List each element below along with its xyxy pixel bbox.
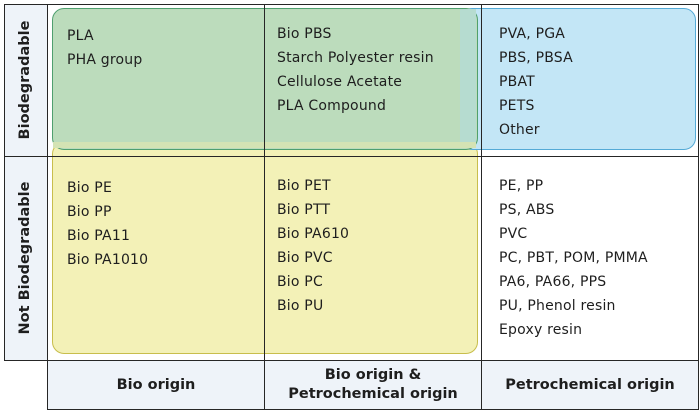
column-header-bio-origin: Bio origin	[48, 361, 264, 409]
material-item: Other	[499, 122, 540, 138]
column-header-petrochemical-origin: Petrochemical origin	[482, 361, 698, 409]
grid-line-row-header	[47, 4, 48, 410]
material-item: PVA, PGA	[499, 26, 566, 42]
material-item: Epoxy resin	[499, 322, 583, 338]
petrochemical-biodegradable-region	[460, 8, 696, 150]
material-item: Bio PE	[67, 180, 112, 196]
grid-line-left	[4, 4, 5, 361]
cell-petro-biodegradable: PVA, PGA PBS, PBSA PBAT PETS Other	[499, 22, 573, 142]
material-item: Cellulose Acetate	[277, 74, 403, 90]
row-header-bg-biodegradable	[4, 4, 48, 156]
material-item: PBS, PBSA	[499, 50, 573, 66]
bio-origin-region	[52, 142, 478, 354]
cell-mixed-not-biodegradable: Bio PET Bio PTT Bio PA610 Bio PVC Bio PC…	[277, 174, 349, 318]
material-item: Bio PTT	[277, 202, 331, 218]
material-item: Starch Polyester resin	[277, 50, 434, 66]
row-label-biodegradable: Biodegradable	[17, 20, 33, 140]
grid-line-top	[4, 4, 698, 5]
grid-line-col-1	[264, 4, 265, 410]
material-item: Bio PC	[277, 274, 323, 290]
material-item: Bio PBS	[277, 26, 332, 42]
material-item: Bio PVC	[277, 250, 333, 266]
material-item: PU, Phenol resin	[499, 298, 616, 314]
material-item: Bio PU	[277, 298, 324, 314]
material-item: Bio PP	[67, 204, 112, 220]
row-header-bg-not-biodegradable	[4, 156, 48, 360]
cell-petro-not-biodegradable: PE, PP PS, ABS PVC PC, PBT, POM, PMMA PA…	[499, 174, 648, 342]
green-blue-overlap	[460, 9, 476, 147]
material-item: PA6, PA66, PPS	[499, 274, 607, 290]
cell-bio-not-biodegradable: Bio PE Bio PP Bio PA11 Bio PA1010	[67, 176, 148, 272]
material-item: PLA	[67, 28, 94, 44]
material-item: PC, PBT, POM, PMMA	[499, 250, 648, 266]
grid-line-table-bottom	[4, 360, 698, 361]
material-item: PS, ABS	[499, 202, 555, 218]
grid-line-right	[698, 4, 699, 410]
grid-line-header-bottom	[47, 409, 698, 410]
cell-bio-biodegradable: PLA PHA group	[67, 24, 142, 72]
material-item: PHA group	[67, 52, 143, 68]
material-item: Bio PA11	[67, 228, 131, 244]
grid-line-middle	[4, 156, 698, 157]
row-label-not-biodegradable: Not Biodegradable	[17, 181, 33, 335]
material-item: PBAT	[499, 74, 535, 90]
material-item: Bio PA610	[277, 226, 350, 242]
material-item: PE, PP	[499, 178, 544, 194]
column-header-mixed-origin: Bio origin & Petrochemical origin	[265, 361, 481, 409]
material-item: PVC	[499, 226, 528, 242]
biodegradable-bio-region	[52, 8, 478, 150]
material-item: Bio PA1010	[67, 252, 149, 268]
grid-line-col-2	[481, 4, 482, 410]
material-item: Bio PET	[277, 178, 331, 194]
cell-mixed-biodegradable: Bio PBS Starch Polyester resin Cellulose…	[277, 22, 434, 118]
material-item: PLA Compound	[277, 98, 387, 114]
material-item: PETS	[499, 98, 535, 114]
